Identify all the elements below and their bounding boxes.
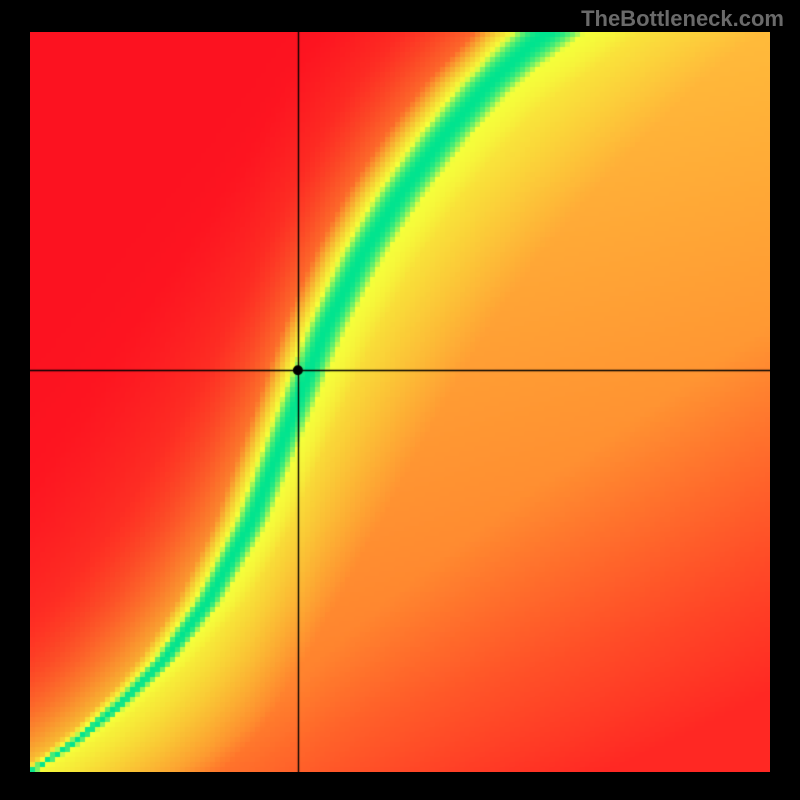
bottleneck-heatmap xyxy=(30,32,770,772)
root: { "watermark": { "text": "TheBottleneck.… xyxy=(0,0,800,800)
watermark-text: TheBottleneck.com xyxy=(581,6,784,32)
